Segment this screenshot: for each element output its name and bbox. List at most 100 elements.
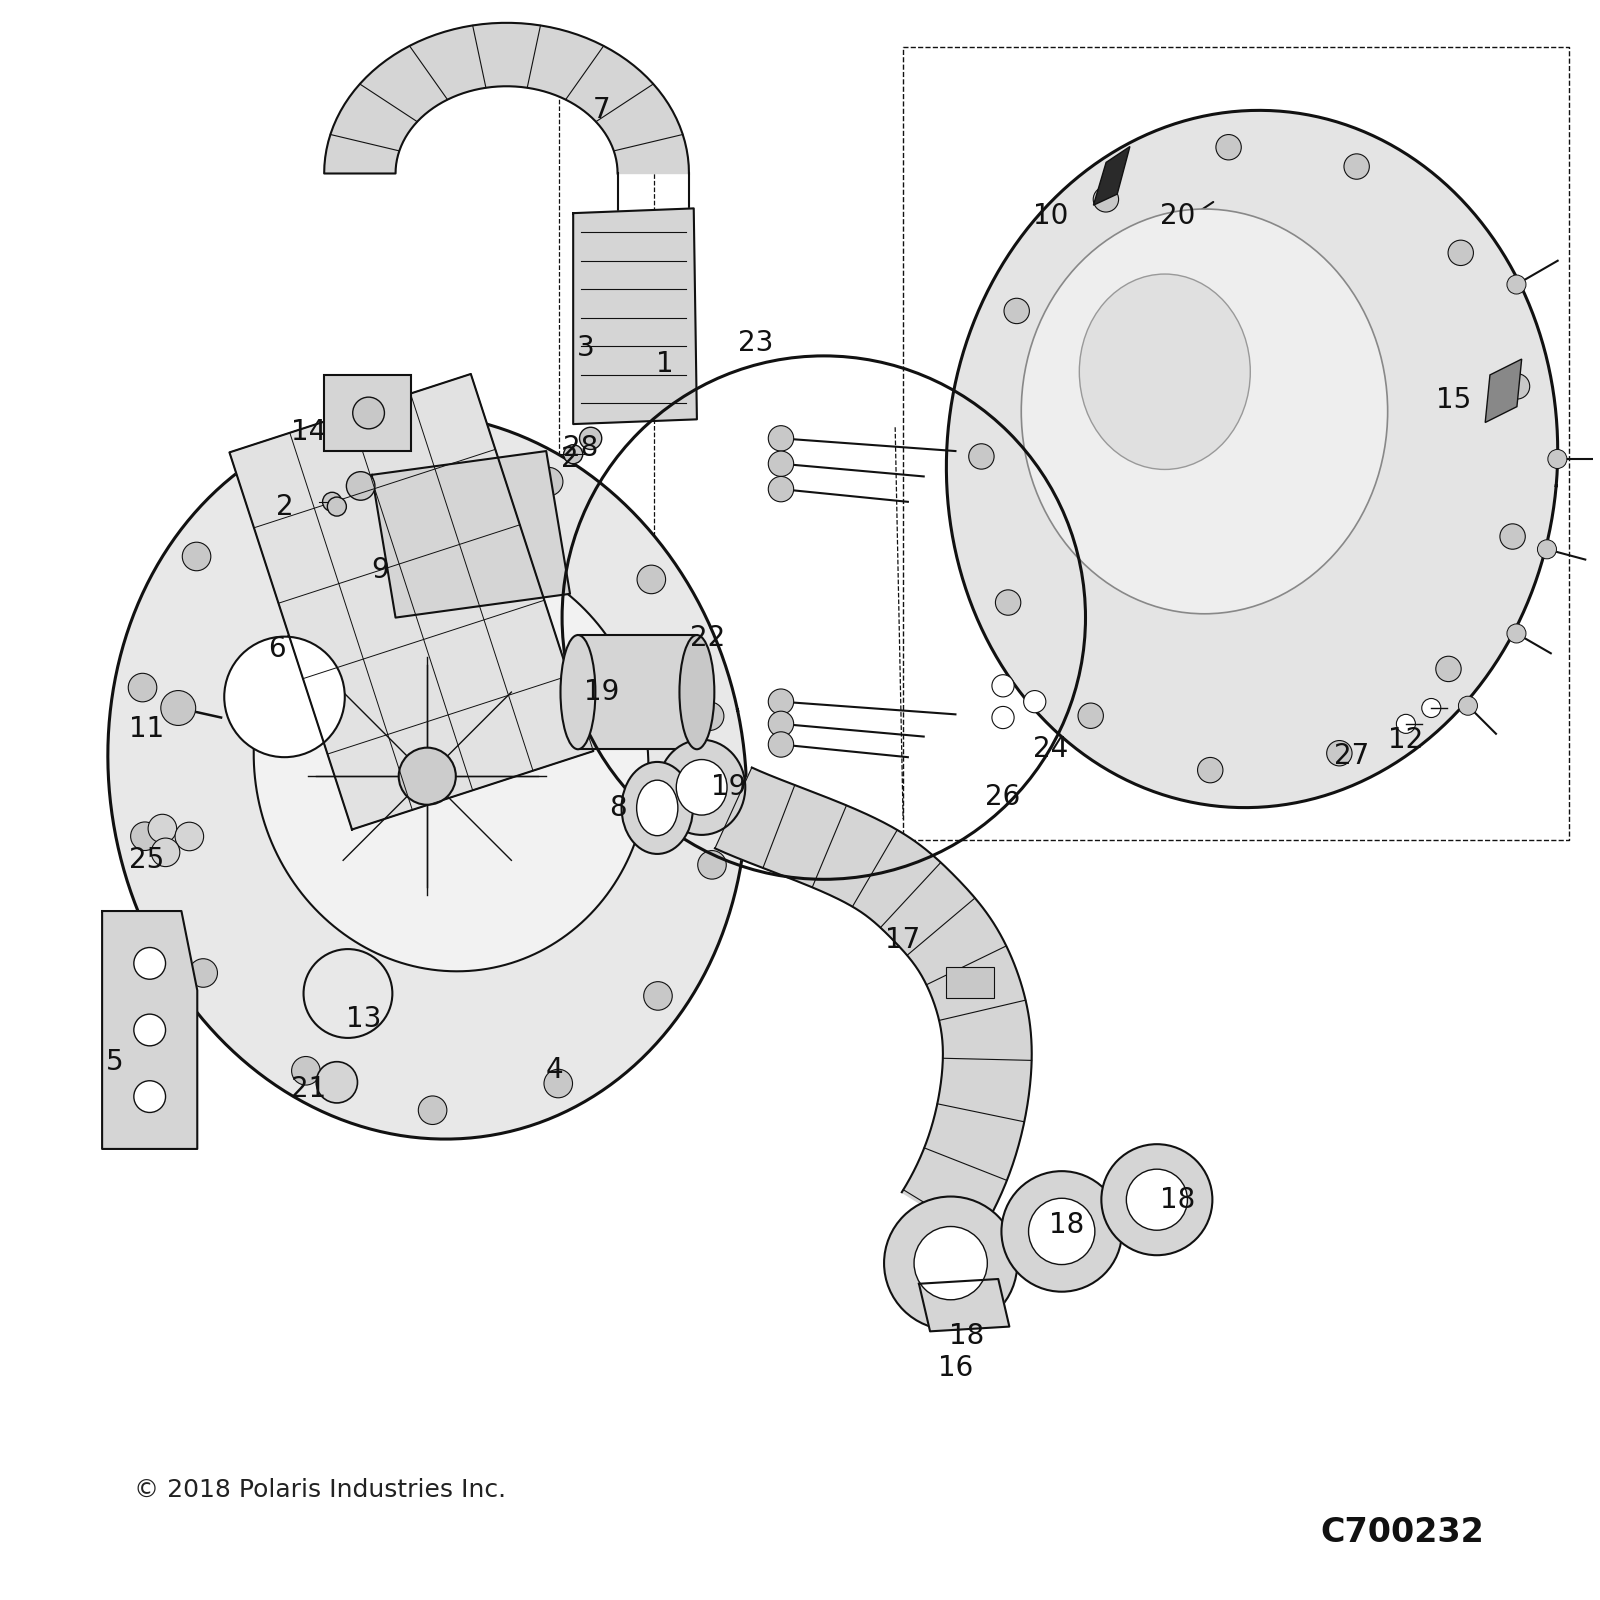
Circle shape [398,747,456,805]
Circle shape [992,675,1014,698]
Circle shape [544,1069,573,1098]
Polygon shape [102,910,197,1149]
Text: 18: 18 [949,1322,984,1350]
Circle shape [1538,539,1557,558]
Text: 13: 13 [346,1005,381,1034]
Circle shape [1504,374,1530,398]
Circle shape [224,637,344,757]
Text: 16: 16 [938,1354,973,1382]
Text: 12: 12 [1389,726,1424,754]
Circle shape [1101,1144,1213,1256]
Text: 6: 6 [267,635,285,664]
Circle shape [995,590,1021,616]
Circle shape [352,397,384,429]
Circle shape [282,454,310,483]
Polygon shape [1485,358,1522,422]
Circle shape [328,498,346,517]
Text: 23: 23 [738,330,773,357]
Ellipse shape [680,635,714,749]
Circle shape [131,822,158,851]
Circle shape [128,674,157,702]
Text: C700232: C700232 [1322,1517,1485,1549]
Circle shape [1093,187,1118,213]
Text: © 2018 Polaris Industries Inc.: © 2018 Polaris Industries Inc. [134,1478,506,1502]
Circle shape [323,493,342,512]
Polygon shape [107,413,747,1139]
Circle shape [768,426,794,451]
Text: 9: 9 [371,557,389,584]
Ellipse shape [677,760,726,814]
Circle shape [418,1096,446,1125]
FancyBboxPatch shape [946,966,994,998]
Text: 15: 15 [1435,386,1470,414]
Text: 17: 17 [885,925,920,954]
Circle shape [1326,741,1352,766]
Circle shape [698,851,726,878]
Polygon shape [1093,147,1130,205]
Text: 8: 8 [608,794,627,822]
Circle shape [134,1014,165,1046]
Polygon shape [946,110,1558,808]
FancyBboxPatch shape [309,443,411,530]
Polygon shape [918,1278,1010,1331]
Circle shape [1344,154,1370,179]
Circle shape [885,1197,1018,1330]
Circle shape [768,710,794,736]
Polygon shape [573,208,698,424]
Circle shape [768,690,794,714]
Circle shape [914,1227,987,1299]
Circle shape [134,1080,165,1112]
Circle shape [696,702,723,731]
Circle shape [408,427,437,456]
Circle shape [1459,696,1477,715]
Circle shape [1005,298,1029,323]
Circle shape [1507,624,1526,643]
Circle shape [768,731,794,757]
Text: 1: 1 [656,350,674,378]
Polygon shape [229,374,594,829]
Text: 11: 11 [130,715,165,742]
Circle shape [1397,714,1416,733]
Polygon shape [325,22,690,173]
Ellipse shape [1021,210,1387,614]
Circle shape [1002,1171,1122,1291]
Circle shape [968,443,994,469]
Circle shape [1547,450,1566,469]
Text: 2: 2 [275,493,293,520]
Circle shape [174,822,203,851]
Text: 22: 22 [690,624,726,653]
FancyBboxPatch shape [578,635,698,749]
Circle shape [579,427,602,450]
Text: 21: 21 [291,1075,326,1102]
Polygon shape [715,768,1032,1238]
Circle shape [182,542,211,571]
Text: 18: 18 [1050,1211,1085,1238]
Text: 25: 25 [130,846,165,874]
Circle shape [1024,691,1046,712]
FancyBboxPatch shape [325,374,411,451]
Circle shape [1029,1198,1094,1264]
Circle shape [563,445,582,464]
Circle shape [534,467,563,496]
Circle shape [152,838,179,867]
Ellipse shape [1080,274,1250,469]
Circle shape [189,958,218,987]
Ellipse shape [658,739,746,835]
Circle shape [992,707,1014,728]
Circle shape [1197,757,1222,782]
Circle shape [1078,702,1104,728]
Polygon shape [254,549,648,971]
Ellipse shape [560,635,595,749]
Circle shape [1448,240,1474,266]
Text: 7: 7 [594,96,611,125]
Circle shape [768,451,794,477]
Circle shape [637,565,666,594]
Text: 19: 19 [710,773,746,802]
Circle shape [291,1056,320,1085]
Text: 2: 2 [562,445,579,474]
Text: 24: 24 [1034,736,1069,763]
Polygon shape [371,451,570,618]
Circle shape [768,477,794,502]
Circle shape [134,947,165,979]
Circle shape [1499,523,1525,549]
